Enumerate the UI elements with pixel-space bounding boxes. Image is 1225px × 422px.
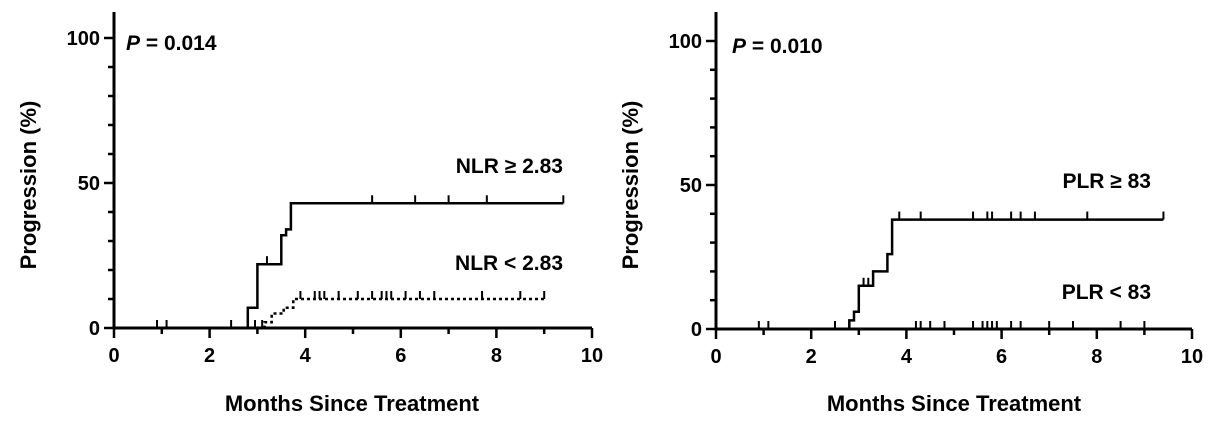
x-tick-label: 8	[491, 345, 502, 367]
p-label: P	[126, 32, 141, 55]
km-curve-series-0	[716, 218, 1164, 331]
p-value: = 0.010	[752, 35, 823, 58]
x-tick-label: 2	[204, 345, 215, 367]
series-label-nlr-low: NLR < 2.83	[455, 252, 563, 275]
x-tick-label: 8	[1091, 346, 1102, 368]
plr-km-panel: Progression (%) Months Since Treatment P…	[618, 12, 1203, 416]
p-label: P	[732, 35, 747, 58]
x-tick-label: 2	[806, 346, 817, 368]
x-tick-label: 4	[901, 346, 913, 368]
y-axis-title: Progression (%)	[16, 101, 41, 270]
x-tick-label: 10	[1181, 346, 1203, 368]
series-label-plr-high: PLR ≥ 83	[1062, 170, 1151, 193]
x-axis-title: Months Since Treatment	[225, 391, 480, 416]
y-tick-label: 0	[89, 318, 100, 340]
x-tick-label: 6	[395, 345, 406, 367]
p-value: = 0.014	[146, 32, 217, 55]
x-tick-label: 10	[581, 345, 603, 367]
y-axis-title: Progression (%)	[618, 101, 643, 270]
p-value-text: P = 0.014	[126, 32, 217, 55]
y-axis-title-group: Progression (%)	[16, 101, 41, 270]
km-curve-series-1	[114, 297, 545, 330]
y-tick-label: 50	[78, 173, 100, 195]
x-tick-label: 0	[710, 346, 721, 368]
x-tick-label: 6	[996, 346, 1007, 368]
y-axis-title-group: Progression (%)	[618, 101, 643, 270]
km-curve-series-0	[114, 202, 564, 330]
series-label-nlr-high: NLR ≥ 2.83	[456, 155, 563, 178]
series-label-plr-low: PLR < 83	[1062, 281, 1151, 304]
nlr-km-panel: Progression (%) Months Since Treatment P…	[16, 12, 603, 416]
p-value-text: P = 0.010	[732, 35, 823, 58]
y-tick-label: 50	[680, 175, 702, 197]
y-tick-label: 100	[669, 31, 702, 53]
y-tick-label: 100	[67, 28, 100, 50]
x-axis-title: Months Since Treatment	[827, 391, 1082, 416]
y-tick-label: 0	[691, 319, 702, 341]
x-tick-label: 4	[300, 345, 312, 367]
x-tick-label: 0	[108, 345, 119, 367]
